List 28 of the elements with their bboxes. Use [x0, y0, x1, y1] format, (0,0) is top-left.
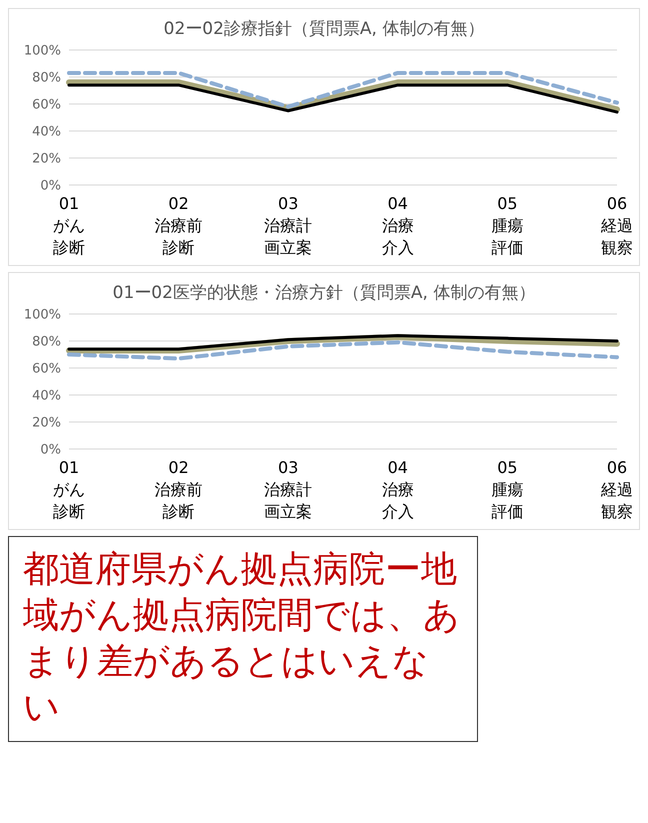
chart-title: 01ー02医学的状態・治療方針（質問票A, 体制の有無）: [112, 282, 536, 304]
y-tick-label: 100%: [24, 44, 61, 59]
chart-title: 02ー02診療指針（質問票A, 体制の有無）: [162, 18, 486, 40]
y-tick-label: 100%: [24, 308, 61, 323]
y-tick-label: 80%: [32, 70, 61, 86]
x-tick-label: 03治療計画立案: [264, 458, 312, 521]
x-tick-label: 05腫瘍評価: [491, 458, 524, 521]
y-tick-label: 0%: [40, 178, 61, 194]
y-tick-label: 60%: [32, 98, 61, 113]
y-tick-label: 40%: [32, 388, 61, 404]
y-tick-label: 0%: [40, 442, 61, 458]
y-tick-label: 40%: [32, 124, 61, 140]
x-tick-label: 01がん診断: [53, 458, 85, 521]
x-tick-label: 03治療計画立案: [264, 194, 312, 257]
y-tick-label: 60%: [32, 362, 61, 377]
x-tick-label: 04治療介入: [382, 194, 414, 257]
text: 都道府県がん拠点病院ー地域がん拠点病院間では、あまり差があるとはいえない: [8, 536, 478, 742]
x-tick-label: 02治療前診断: [154, 458, 203, 521]
x-tick-label: 06経過観察: [600, 458, 633, 521]
y-tick-label: 80%: [32, 334, 61, 350]
x-tick-label: 01がん診断: [53, 194, 85, 257]
y-tick-label: 20%: [32, 152, 61, 167]
x-tick-label: 04治療介入: [382, 458, 414, 521]
x-tick-label: 02治療前診断: [154, 194, 203, 257]
x-tick-label: 06経過観察: [600, 194, 633, 257]
y-tick-label: 20%: [32, 416, 61, 431]
line-series: [67, 340, 619, 361]
x-tick-label: 05腫瘍評価: [491, 194, 524, 257]
